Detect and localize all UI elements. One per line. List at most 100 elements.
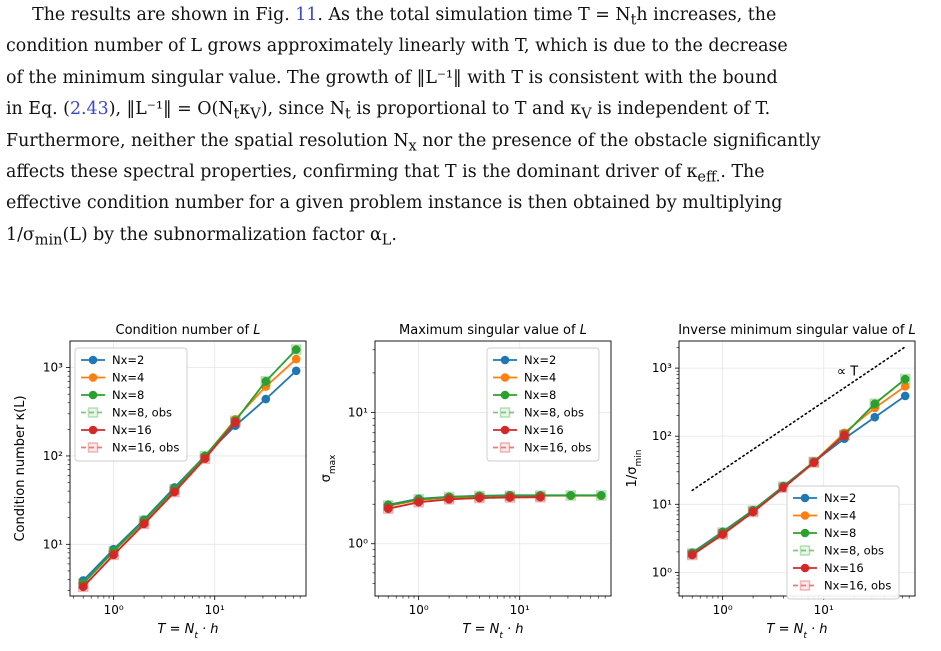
equation-ref-link[interactable]: 2.43 [69, 99, 109, 120]
chart-title: Maximum singular value of L [399, 323, 587, 338]
series-nx-16-obs [382, 492, 546, 514]
legend-marker [800, 528, 810, 538]
legend-label: Nx=16 [824, 561, 864, 575]
legend-marker [88, 355, 98, 365]
legend-marker [88, 425, 98, 435]
legend-marker [499, 442, 511, 453]
axes-frame [69, 340, 307, 597]
legend-entry [493, 373, 517, 382]
data-point [839, 430, 850, 441]
text-line-2: condition number of L grows approximatel… [6, 36, 788, 57]
legend-label: Nx=8, obs [112, 406, 172, 420]
data-point [717, 529, 728, 540]
figure-11: 10⁰ 10¹ 10¹ 10² 10³ Condition number of L T = … [13, 323, 916, 641]
legend-entry [493, 355, 517, 365]
data-point [596, 491, 606, 500]
axes-frame [374, 340, 612, 597]
legend-label: Nx=16, obs [824, 579, 891, 593]
legend-entry [793, 545, 817, 556]
text-line-8: 1/σmin(L) by the subnormalization factor… [6, 224, 397, 249]
y-tick-label: 10³ [652, 361, 672, 375]
text-line-4: in Eq. (2.43), ‖L⁻¹‖ = O(NtκV), since Nt… [6, 99, 771, 123]
series-line [388, 496, 541, 510]
text-line-5: Furthermore, neither the spatial resolut… [6, 130, 821, 155]
legend-marker [800, 563, 810, 573]
legend: Nx=2 Nx=4 Nx=8 Nx=8, obs Nx=16 Nx=16, obs [486, 347, 600, 462]
legend-entry [81, 373, 105, 382]
data-point [382, 503, 394, 514]
chart-panel-3: 10⁰ 10¹ 10⁰ 10¹ 10² 10³ ∝ T Inverse minimum sin… [625, 323, 916, 641]
text-line-6: affects these spectral properties, confi… [6, 161, 765, 186]
body-paragraph: The results are shown in Fig. 11. As the… [6, 0, 936, 251]
series-line [82, 421, 237, 588]
data-point [900, 382, 910, 391]
legend-marker [799, 580, 811, 591]
x-axis-label: T = Nt · h [158, 622, 219, 641]
legend-label: Nx=8, obs [524, 406, 584, 420]
data-point [808, 457, 820, 468]
annotation-proportional-T: ∝ T [837, 364, 858, 379]
proportional-reference-line [691, 346, 907, 492]
legend-entry [493, 390, 517, 400]
data-point [291, 354, 301, 364]
data-point [504, 492, 516, 503]
legend-entry [493, 407, 517, 418]
legend-marker [87, 407, 99, 418]
legend-entry [793, 580, 817, 591]
legend-label: Nx=4 [824, 509, 856, 523]
legend-marker [88, 390, 98, 400]
y-tick-label: 10¹ [348, 405, 368, 419]
legend-entry [793, 563, 817, 573]
legend-marker [499, 407, 511, 418]
series-line [388, 494, 602, 507]
legend-marker [500, 373, 510, 382]
data-point [840, 431, 849, 440]
legend-label: Nx=8 [524, 388, 556, 402]
legend-entry [493, 442, 517, 453]
data-point [900, 391, 910, 401]
legend-entry [793, 511, 817, 520]
chart-title: Condition number of L [116, 323, 261, 338]
y-tick-label: 10⁰ [652, 565, 672, 579]
y-axis-label: σmax [319, 454, 338, 483]
y-axis-label: 1/σmin [625, 450, 644, 488]
data-point [290, 344, 302, 355]
legend-label: Nx=16 [112, 423, 152, 437]
legend-marker [500, 355, 510, 365]
legend-box [74, 347, 188, 462]
legend-label: Nx=4 [112, 371, 144, 385]
legend-label: Nx=16, obs [112, 441, 179, 455]
legend-label: Nx=16, obs [524, 441, 591, 455]
data-point [565, 490, 577, 501]
series-nx-16-obs [77, 417, 241, 593]
series-nx-16-obs [686, 430, 850, 561]
legend-entry [793, 528, 817, 538]
data-point [413, 497, 424, 508]
legend-label: Nx=16 [524, 423, 564, 437]
legend-entry [81, 442, 105, 453]
chart-title: Inverse minimum singular value of L [678, 323, 916, 338]
y-tick-label: 10² [43, 449, 63, 463]
legend-marker [88, 373, 98, 382]
legend-box [486, 347, 600, 462]
legend-entry [793, 493, 817, 503]
legend-label: Nx=8 [824, 526, 856, 540]
x-tick-label: 10⁰ [104, 603, 124, 617]
series-line [82, 348, 297, 585]
x-tick-label: 10¹ [814, 603, 834, 617]
data-point [260, 376, 272, 387]
data-point [474, 492, 485, 504]
legend-marker [800, 493, 810, 503]
legend-marker [500, 425, 510, 435]
data-point [870, 412, 880, 422]
text-line-7: effective condition number for a given p… [6, 193, 783, 214]
data-point [443, 494, 455, 505]
data-point [108, 549, 119, 561]
y-tick-label: 10⁰ [348, 537, 368, 551]
legend-entry [493, 425, 517, 435]
figure-ref-link[interactable]: 11 [295, 5, 318, 25]
data-point [869, 398, 881, 409]
legend-label: Nx=8 [112, 388, 144, 402]
data-point [535, 492, 546, 503]
legend-entry [81, 425, 105, 435]
